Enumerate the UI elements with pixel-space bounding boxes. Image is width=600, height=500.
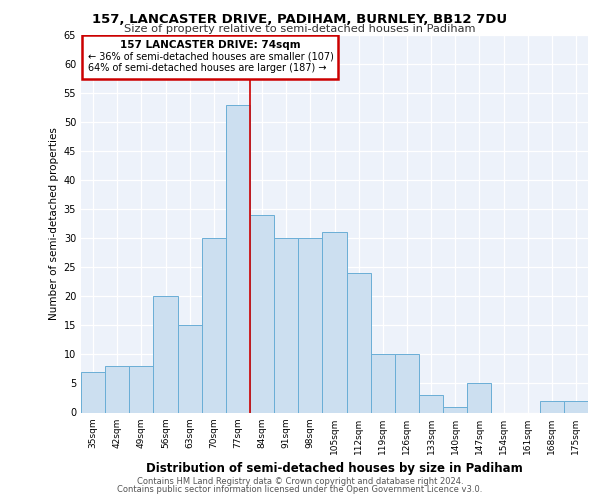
Bar: [564, 401, 588, 412]
Bar: [443, 406, 467, 412]
Text: 157 LANCASTER DRIVE: 74sqm: 157 LANCASTER DRIVE: 74sqm: [120, 40, 301, 50]
Bar: [540, 401, 564, 412]
FancyBboxPatch shape: [82, 35, 338, 78]
Bar: [202, 238, 226, 412]
Bar: [105, 366, 129, 412]
Bar: [371, 354, 395, 412]
Bar: [467, 384, 491, 412]
Bar: [81, 372, 105, 412]
Text: Size of property relative to semi-detached houses in Padiham: Size of property relative to semi-detach…: [124, 24, 476, 34]
Text: 157, LANCASTER DRIVE, PADIHAM, BURNLEY, BB12 7DU: 157, LANCASTER DRIVE, PADIHAM, BURNLEY, …: [92, 13, 508, 26]
Bar: [395, 354, 419, 412]
Bar: [154, 296, 178, 412]
Y-axis label: Number of semi-detached properties: Number of semi-detached properties: [49, 128, 59, 320]
Bar: [298, 238, 322, 412]
Bar: [419, 395, 443, 412]
Bar: [226, 104, 250, 412]
Bar: [347, 273, 371, 412]
Bar: [178, 326, 202, 412]
Bar: [129, 366, 154, 412]
Text: Contains public sector information licensed under the Open Government Licence v3: Contains public sector information licen…: [118, 485, 482, 494]
Bar: [274, 238, 298, 412]
Text: 64% of semi-detached houses are larger (187) →: 64% of semi-detached houses are larger (…: [88, 64, 327, 74]
Text: Contains HM Land Registry data © Crown copyright and database right 2024.: Contains HM Land Registry data © Crown c…: [137, 477, 463, 486]
Bar: [250, 215, 274, 412]
Text: ← 36% of semi-detached houses are smaller (107): ← 36% of semi-detached houses are smalle…: [88, 52, 334, 62]
Bar: [322, 232, 347, 412]
X-axis label: Distribution of semi-detached houses by size in Padiham: Distribution of semi-detached houses by …: [146, 462, 523, 475]
